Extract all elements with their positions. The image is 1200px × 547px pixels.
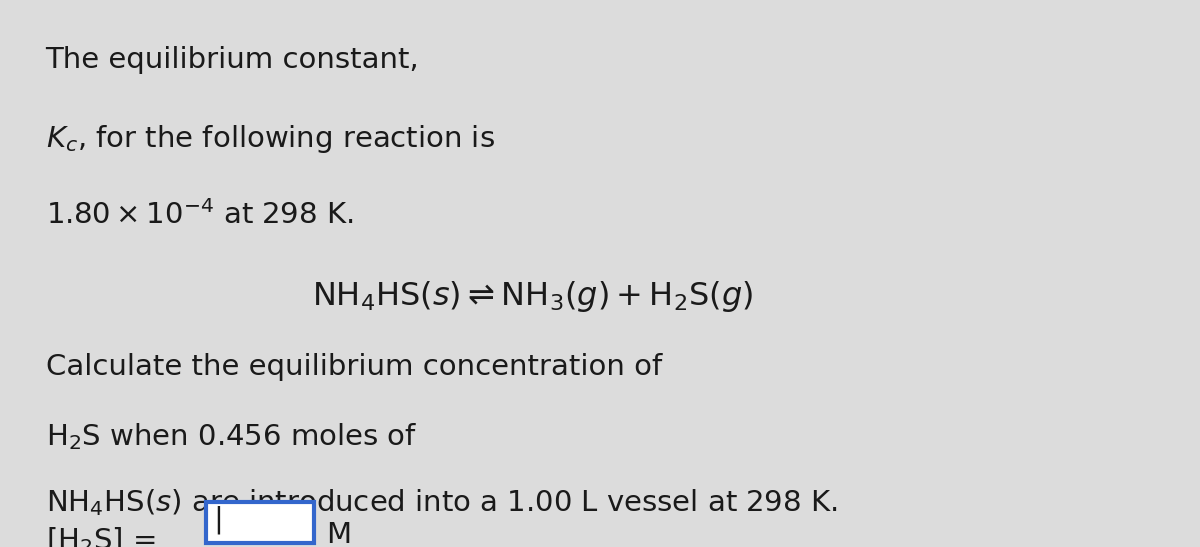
Text: $\mathrm{NH_4HS}(s) \rightleftharpoons \mathrm{NH_3}(g) + \mathrm{H_2S}(g)$: $\mathrm{NH_4HS}(s) \rightleftharpoons \… xyxy=(312,279,754,314)
Text: $\mathrm{NH_4HS}(s)$ are introduced into a 1.00 L vessel at 298 K.: $\mathrm{NH_4HS}(s)$ are introduced into… xyxy=(46,487,836,517)
Text: $[\mathrm{H_2S}]$ =: $[\mathrm{H_2S}]$ = xyxy=(46,525,155,547)
Text: Calculate the equilibrium concentration of: Calculate the equilibrium concentration … xyxy=(46,353,662,381)
Text: $1.80 \times 10^{-4}$ at 298 K.: $1.80 \times 10^{-4}$ at 298 K. xyxy=(46,200,353,230)
Text: The equilibrium constant,: The equilibrium constant, xyxy=(46,46,419,74)
Text: |: | xyxy=(214,506,223,534)
Text: M: M xyxy=(326,521,352,547)
Text: $\mathrm{H_2S}$ when 0.456 moles of: $\mathrm{H_2S}$ when 0.456 moles of xyxy=(46,421,418,452)
Text: $K_c$, for the following reaction is: $K_c$, for the following reaction is xyxy=(46,123,494,155)
